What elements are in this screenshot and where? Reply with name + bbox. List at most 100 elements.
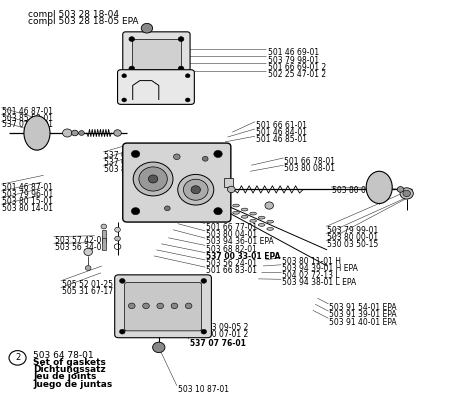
Ellipse shape	[267, 220, 273, 223]
Circle shape	[129, 66, 135, 71]
Bar	[224, 178, 233, 187]
Circle shape	[115, 236, 120, 241]
Circle shape	[129, 37, 135, 42]
Text: 503 64 78-01: 503 64 78-01	[33, 351, 94, 359]
Circle shape	[119, 329, 125, 334]
Circle shape	[101, 224, 107, 229]
Ellipse shape	[233, 204, 239, 207]
Circle shape	[133, 162, 173, 196]
Text: 501 46 87-01: 501 46 87-01	[2, 107, 54, 116]
Text: 530 03 50-15: 530 03 50-15	[327, 240, 378, 249]
Ellipse shape	[250, 212, 256, 215]
Text: 501 46 87-01: 501 46 87-01	[2, 183, 54, 192]
Circle shape	[114, 130, 121, 136]
Text: 501 46 69-01: 501 46 69-01	[268, 48, 319, 57]
Ellipse shape	[258, 216, 265, 219]
Text: 503 94 39-01 H EPA: 503 94 39-01 H EPA	[282, 264, 358, 273]
Circle shape	[178, 66, 184, 71]
Ellipse shape	[241, 208, 248, 211]
Text: 503 91 54-01 EPA: 503 91 54-01 EPA	[329, 303, 397, 312]
Ellipse shape	[24, 116, 50, 150]
Circle shape	[202, 156, 208, 161]
Circle shape	[403, 190, 410, 197]
FancyBboxPatch shape	[118, 70, 194, 104]
Bar	[102, 238, 106, 250]
Text: 2: 2	[15, 353, 20, 362]
Circle shape	[201, 329, 207, 334]
Text: Dichtungssatz: Dichtungssatz	[33, 365, 106, 374]
Text: 502 25 47-01 2: 502 25 47-01 2	[268, 70, 326, 79]
Circle shape	[72, 130, 78, 136]
Text: 503 56 34-01: 503 56 34-01	[55, 243, 106, 251]
Ellipse shape	[233, 211, 239, 214]
Text: 504 02 72-13 L: 504 02 72-13 L	[282, 271, 340, 280]
Text: 503 80 07-01 2: 503 80 07-01 2	[190, 330, 248, 339]
Text: 503 79 99-01: 503 79 99-01	[327, 226, 378, 235]
Text: 537 07 76-01: 537 07 76-01	[190, 339, 246, 347]
Circle shape	[400, 188, 413, 199]
Text: 503 85 59-01: 503 85 59-01	[104, 165, 155, 174]
Circle shape	[139, 167, 167, 191]
Circle shape	[85, 266, 91, 270]
Text: 505 31 67-17: 505 31 67-17	[62, 287, 113, 296]
Text: 501 66 69-01 2: 501 66 69-01 2	[268, 63, 326, 72]
Text: compl 503 28 18-04: compl 503 28 18-04	[28, 10, 119, 19]
Text: 501 66 61-01: 501 66 61-01	[256, 121, 307, 130]
Ellipse shape	[250, 219, 256, 222]
Text: 503 80 15-01: 503 80 15-01	[2, 197, 54, 206]
Circle shape	[185, 74, 190, 78]
Ellipse shape	[241, 215, 248, 218]
Circle shape	[131, 208, 140, 215]
Circle shape	[178, 174, 214, 205]
Circle shape	[185, 98, 190, 102]
Text: Juego de juntas: Juego de juntas	[33, 380, 112, 388]
Text: 503 10 87-01: 503 10 87-01	[178, 385, 229, 394]
Circle shape	[79, 131, 84, 135]
Circle shape	[201, 278, 207, 283]
Circle shape	[265, 202, 273, 209]
Circle shape	[143, 303, 149, 309]
Circle shape	[164, 206, 170, 211]
Text: 501 66 83-01: 501 66 83-01	[206, 266, 257, 275]
Circle shape	[214, 208, 222, 215]
Text: 503 91 40-01 EPA: 503 91 40-01 EPA	[329, 318, 397, 326]
Circle shape	[9, 351, 26, 365]
Text: 537 01 89-01: 537 01 89-01	[104, 151, 155, 160]
Circle shape	[122, 74, 127, 78]
Circle shape	[115, 227, 120, 232]
Circle shape	[183, 179, 208, 200]
Circle shape	[153, 342, 165, 353]
Text: 504 13 09-05 2: 504 13 09-05 2	[190, 323, 248, 332]
Ellipse shape	[366, 171, 392, 204]
Circle shape	[119, 278, 125, 283]
Circle shape	[131, 150, 140, 158]
Circle shape	[397, 187, 404, 192]
Text: 503 80 08-01: 503 80 08-01	[284, 164, 336, 173]
Text: 501 66 78-01: 501 66 78-01	[284, 157, 336, 166]
Text: 503 94 36-01 EPA: 503 94 36-01 EPA	[206, 237, 274, 246]
Text: 503 79 96-01: 503 79 96-01	[2, 190, 54, 199]
Circle shape	[191, 186, 201, 194]
Circle shape	[141, 23, 153, 33]
Text: 503 79 98-01: 503 79 98-01	[268, 56, 319, 64]
Text: compl 503 28 18-05 EPA: compl 503 28 18-05 EPA	[28, 17, 139, 26]
FancyBboxPatch shape	[125, 283, 201, 331]
Text: 501 46 85-01: 501 46 85-01	[256, 135, 307, 144]
Text: Jeu de joints: Jeu de joints	[33, 372, 97, 381]
Bar	[132, 39, 181, 69]
Text: 503 85 58-01: 503 85 58-01	[2, 114, 54, 123]
Text: 501 46 84-01: 501 46 84-01	[256, 128, 307, 137]
Circle shape	[157, 303, 164, 309]
Ellipse shape	[267, 227, 273, 231]
Text: 503 91 39-01 EPA: 503 91 39-01 EPA	[329, 310, 397, 319]
Text: 503 56 24-01: 503 56 24-01	[206, 259, 257, 268]
Text: 537 01 90-01: 537 01 90-01	[104, 158, 155, 167]
Circle shape	[128, 303, 135, 309]
Circle shape	[148, 175, 158, 183]
Text: 503 57 42-01: 503 57 42-01	[55, 236, 106, 245]
Circle shape	[185, 303, 192, 309]
Text: 503 68 82-01: 503 68 82-01	[206, 245, 257, 253]
Circle shape	[178, 37, 184, 42]
Bar	[102, 230, 106, 242]
Circle shape	[84, 248, 92, 256]
